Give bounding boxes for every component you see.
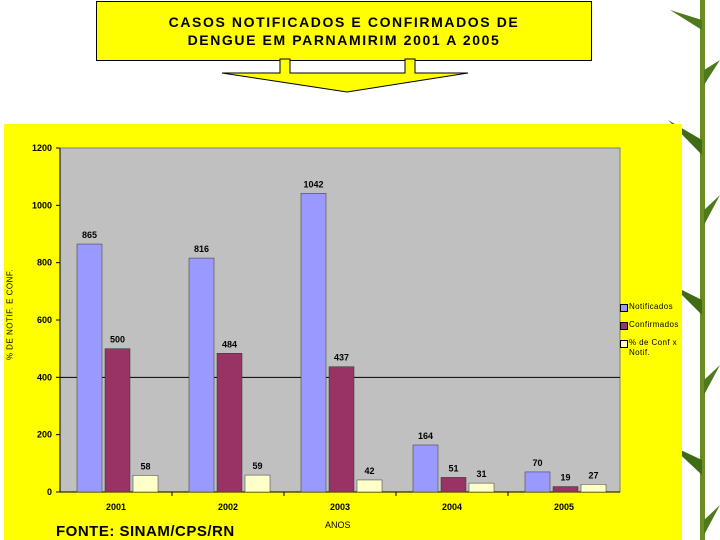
bar-pct-2001 — [132, 475, 159, 493]
y-tick-label: 800 — [37, 258, 52, 268]
bar-pct-2003 — [356, 479, 383, 493]
y-tick-label: 1000 — [32, 200, 52, 210]
data-label-confirmados-2003: 437 — [334, 353, 349, 363]
y-tick-label: 400 — [37, 372, 52, 382]
bar-pct-2002 — [244, 474, 271, 493]
bar-confirmados-2003 — [328, 366, 355, 493]
data-label-notificados-2003: 1042 — [303, 179, 323, 189]
data-label-confirmados-2005: 19 — [560, 473, 570, 483]
legend-item-confirmados: Confirmados — [620, 320, 684, 330]
bamboo-decoration — [668, 0, 720, 540]
y-tick-label: 1200 — [32, 143, 52, 153]
source-note: FONTE: SINAM/CPS/RN — [56, 523, 235, 540]
bar-notificados-2004 — [412, 444, 439, 493]
bar-chart: 0 200 400 600 800 1000 1200 865 500 58 2001 816 484 5… — [32, 143, 621, 512]
bar-notificados-2002 — [188, 257, 215, 493]
y-tick-label: 200 — [37, 430, 52, 440]
data-label-notificados-2001: 865 — [82, 230, 97, 240]
title-line-2: DENGUE EM PARNAMIRIM 2001 A 2005 — [187, 32, 501, 48]
x-tick-label: 2002 — [218, 502, 238, 512]
bar-confirmados-2005 — [552, 486, 579, 493]
chart-legend: Notificados Confirmados % de Conf x Noti… — [620, 302, 684, 366]
legend-label-confirmados: Confirmados — [629, 320, 679, 329]
x-tick-label: 2001 — [106, 502, 126, 512]
bar-pct-2005 — [580, 484, 607, 493]
bar-confirmados-2004 — [440, 477, 467, 493]
data-label-pct-2001: 58 — [140, 461, 150, 471]
bar-confirmados-2001 — [104, 348, 131, 493]
data-label-pct-2004: 31 — [476, 469, 486, 479]
data-label-confirmados-2001: 500 — [110, 335, 125, 345]
legend-label-notificados: Notificados — [629, 302, 673, 311]
x-tick-label: 2005 — [554, 502, 574, 512]
y-tick-label: 0 — [47, 487, 52, 497]
data-label-notificados-2005: 70 — [532, 458, 542, 468]
bar-notificados-2003 — [300, 193, 327, 493]
y-axis-label: % DE NOTIF. E CONF. — [5, 268, 15, 361]
data-label-notificados-2002: 816 — [194, 244, 209, 254]
data-label-confirmados-2004: 51 — [448, 463, 458, 473]
x-tick-label: 2003 — [330, 502, 350, 512]
legend-swatch-notificados — [620, 304, 628, 312]
y-tick-label: 600 — [37, 315, 52, 325]
data-label-pct-2003: 42 — [364, 466, 374, 476]
legend-label-pct: % de Conf x Notif. — [629, 338, 677, 357]
down-arrow-icon — [221, 58, 469, 93]
x-axis-label: ANOS — [325, 520, 351, 530]
data-label-confirmados-2002: 484 — [222, 339, 237, 349]
title-line-1: CASOS NOTIFICADOS E CONFIRMADOS DE — [168, 14, 520, 30]
title-box: CASOS NOTIFICADOS E CONFIRMADOS DE DENGU… — [96, 1, 592, 61]
data-label-pct-2005: 27 — [588, 470, 598, 480]
legend-swatch-pct — [620, 340, 628, 348]
legend-swatch-confirmados — [620, 322, 628, 330]
legend-item-notificados: Notificados — [620, 302, 684, 312]
x-tick-label: 2004 — [442, 502, 462, 512]
data-label-pct-2002: 59 — [252, 461, 262, 471]
data-label-notificados-2004: 164 — [418, 431, 433, 441]
bar-notificados-2005 — [524, 471, 551, 493]
legend-item-pct: % de Conf x Notif. — [620, 338, 684, 358]
chart-panel: 0 200 400 600 800 1000 1200 865 500 58 2001 816 484 5… — [4, 124, 682, 540]
bar-confirmados-2002 — [216, 353, 243, 493]
bar-pct-2004 — [468, 482, 495, 493]
bar-notificados-2001 — [76, 243, 103, 493]
